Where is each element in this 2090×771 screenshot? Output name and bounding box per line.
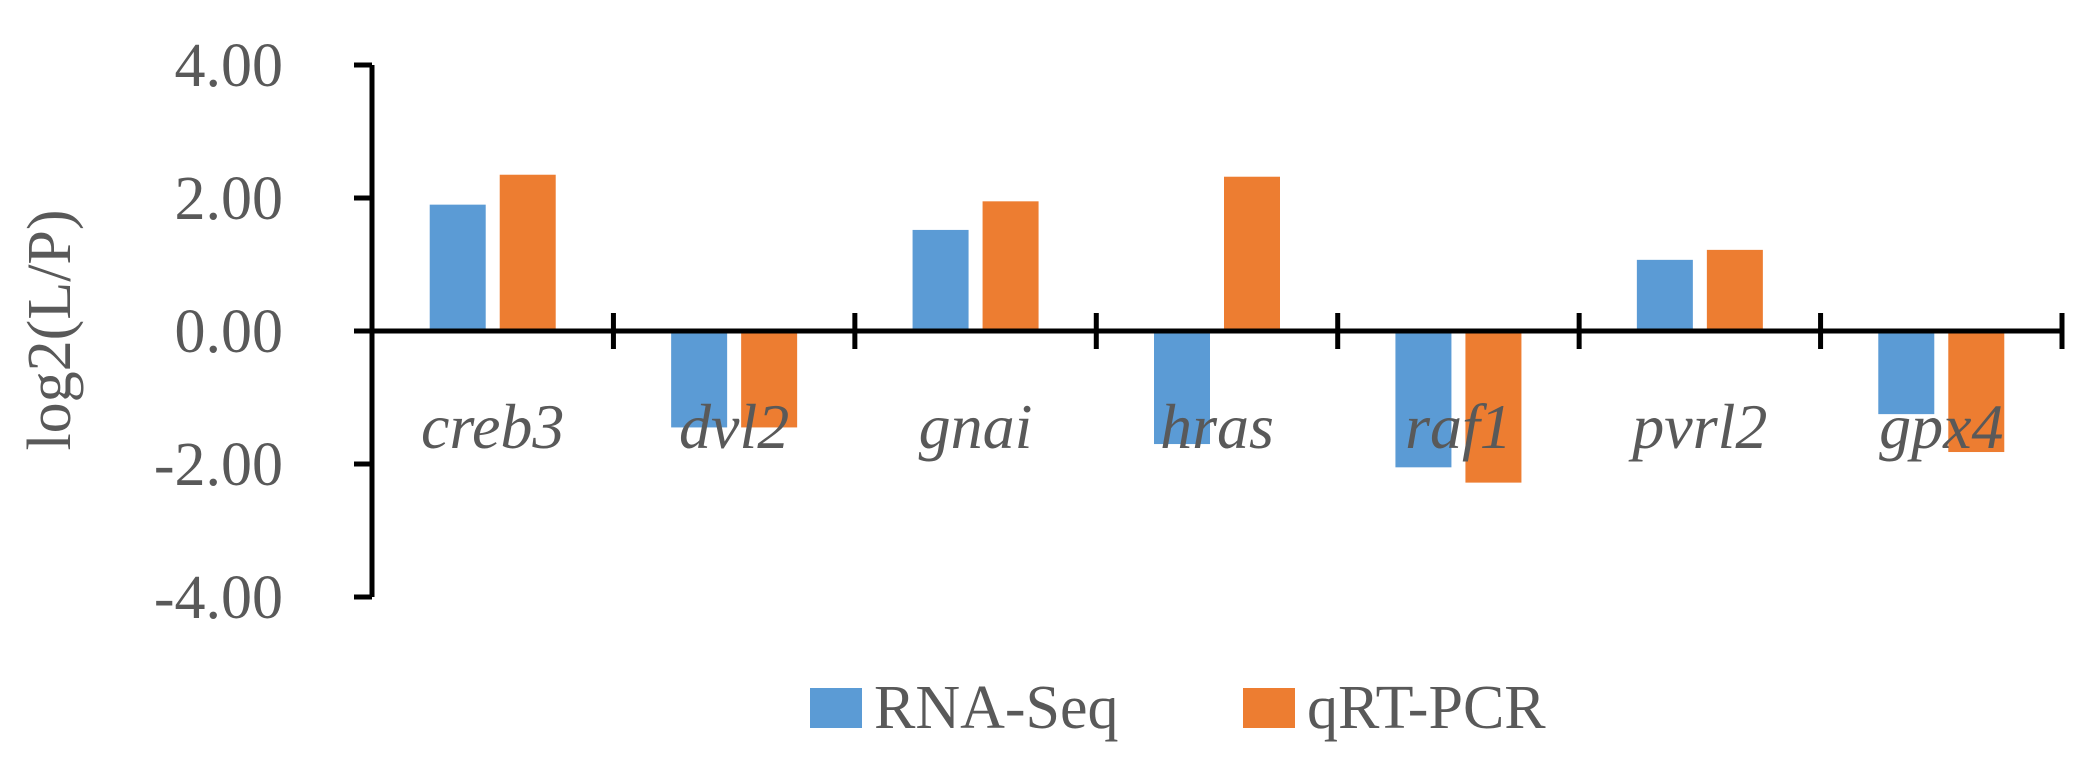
labels-group: 4.00 2.00 0.00 -2.00 -4.00 creb3 dvl2 gnai hras r… <box>154 32 2004 632</box>
bars-group <box>429 174 2005 483</box>
category-label-gpx4: gpx4 <box>1879 391 2003 462</box>
bar-qrt-pcr-raf1 <box>1465 331 1522 483</box>
bar-rna-seq-raf1 <box>1395 331 1452 468</box>
category-label-dvl2: dvl2 <box>679 391 789 462</box>
y-tick-label: 0.00 <box>175 298 284 366</box>
legend-swatch-rna-seq <box>810 688 862 728</box>
bar-qrt-pcr-hras <box>1224 176 1280 331</box>
legend-swatch-qrt-pcr <box>1243 688 1295 728</box>
axes-group <box>354 62 2065 600</box>
category-label-hras: hras <box>1160 391 1274 462</box>
y-tick-label: -4.00 <box>154 564 283 632</box>
bar-rna-seq-dvl2 <box>671 331 728 428</box>
bar-qrt-pcr-dvl2 <box>741 331 798 428</box>
y-tick-label: 2.00 <box>175 165 284 233</box>
legend-label-rna-seq: RNA-Seq <box>874 674 1119 742</box>
bar-qrt-pcr-pvrl2 <box>1706 249 1763 331</box>
y-tick-label: 4.00 <box>175 32 284 100</box>
bar-rna-seq-creb3 <box>429 204 486 331</box>
legend-label-qrt-pcr: qRT-PCR <box>1307 674 1546 742</box>
bar-rna-seq-gpx4 <box>1878 331 1935 415</box>
bar-rna-seq-gnai <box>912 229 969 331</box>
category-label-raf1: raf1 <box>1405 391 1512 462</box>
category-label-pvrl2: pvrl2 <box>1628 391 1767 462</box>
category-label-gnai: gnai <box>919 391 1033 462</box>
bar-rna-seq-pvrl2 <box>1636 259 1693 331</box>
bar-rna-seq-hras <box>1154 331 1210 445</box>
category-label-creb3: creb3 <box>421 391 564 462</box>
y-tick-label: -2.00 <box>154 431 283 499</box>
legend: RNA-Seq qRT-PCR <box>810 674 1546 742</box>
bar-qrt-pcr-gpx4 <box>1948 331 2005 453</box>
y-axis-title: log2(L/P) <box>16 209 84 450</box>
bar-qrt-pcr-creb3 <box>499 174 556 331</box>
bar-qrt-pcr-gnai <box>982 201 1039 331</box>
